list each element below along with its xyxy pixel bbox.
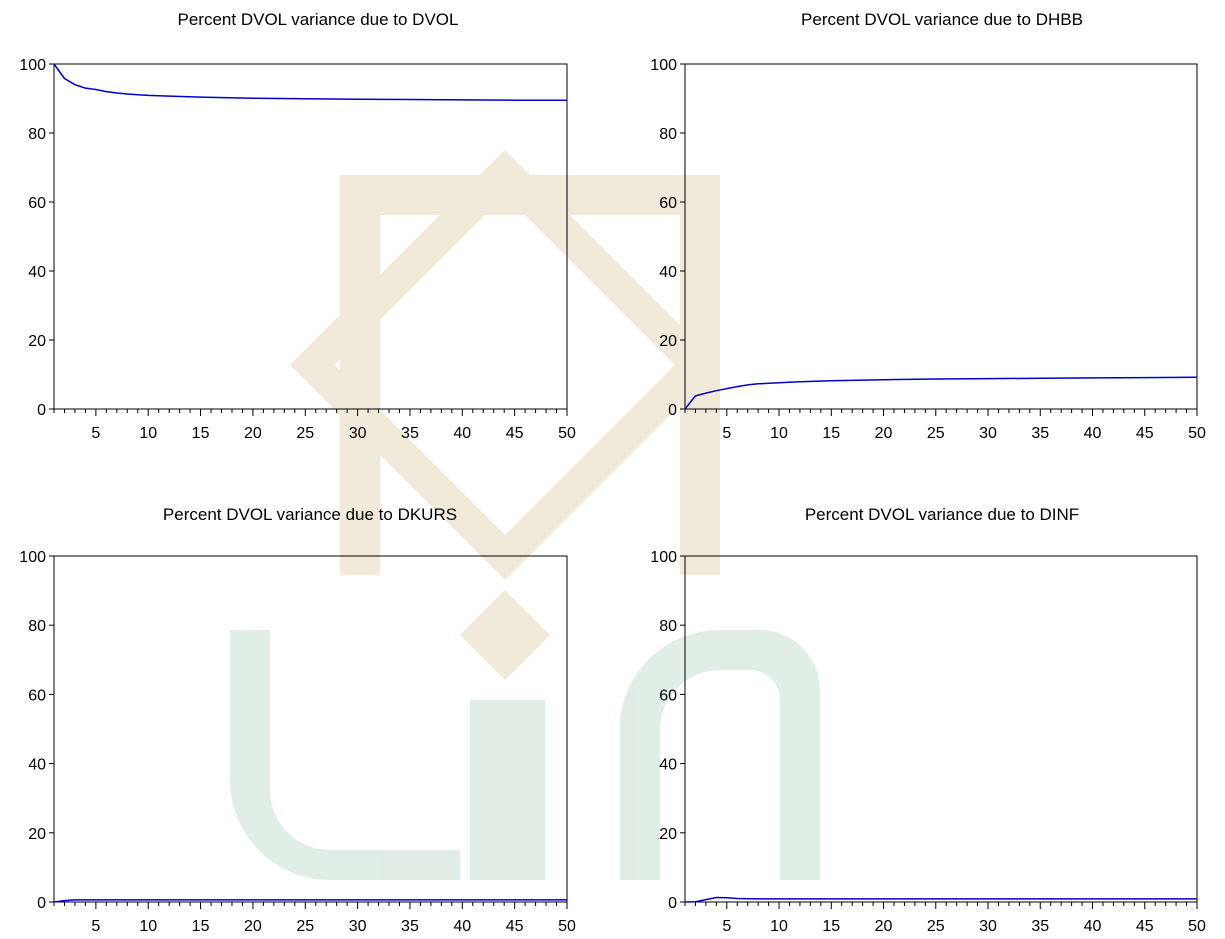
x-tick-label-dvol-45: 45 (506, 425, 524, 442)
x-tick-label-dinf-5: 5 (722, 918, 731, 935)
y-tick-label-dhbb-100: 100 (650, 57, 677, 74)
y-tick-label-dhbb-20: 20 (659, 333, 677, 350)
chart-panel-dhbb: Percent DVOL variance due to DHBB 0 20 40 60… (650, 10, 1206, 442)
y-tick-label-dvol-40: 40 (28, 264, 46, 281)
x-tick-label-dhbb-30: 30 (979, 425, 997, 442)
chart-title-dhbb: Percent DVOL variance due to DHBB (801, 10, 1083, 29)
x-tick-label-dinf-40: 40 (1084, 918, 1102, 935)
x-tick-label-dvol-15: 15 (192, 425, 210, 442)
x-tick-label-dinf-30: 30 (979, 918, 997, 935)
x-tick-label-dhbb-35: 35 (1031, 425, 1049, 442)
x-tick-label-dvol-5: 5 (91, 425, 100, 442)
x-tick-label-dkurs-35: 35 (401, 918, 419, 935)
x-tick-label-dinf-10: 10 (770, 918, 788, 935)
x-tick-label-dhbb-5: 5 (722, 425, 731, 442)
chart-title-dkurs: Percent DVOL variance due to DKURS (163, 505, 457, 524)
x-tick-label-dinf-20: 20 (875, 918, 893, 935)
x-tick-label-dinf-35: 35 (1031, 918, 1049, 935)
x-tick-label-dvol-30: 30 (349, 425, 367, 442)
y-tick-label-dinf-40: 40 (659, 757, 677, 774)
x-tick-label-dinf-15: 15 (822, 918, 840, 935)
y-tick-label-dinf-100: 100 (650, 549, 677, 566)
x-tick-label-dhbb-45: 45 (1136, 425, 1154, 442)
y-tick-label-dkurs-20: 20 (28, 826, 46, 843)
y-tick-label-dkurs-100: 100 (19, 549, 46, 566)
series-line-dvol (54, 64, 567, 100)
y-tick-label-dinf-20: 20 (659, 826, 677, 843)
chart-panel-dvol: Percent DVOL variance due to DVOL 0 20 40 60… (19, 10, 576, 442)
x-tick-label-dkurs-25: 25 (296, 918, 314, 935)
y-tick-label-dhbb-40: 40 (659, 264, 677, 281)
x-tick-label-dvol-25: 25 (296, 425, 314, 442)
x-tick-label-dhbb-50: 50 (1188, 425, 1206, 442)
y-tick-label-dvol-20: 20 (28, 333, 46, 350)
y-tick-label-dvol-0: 0 (37, 402, 46, 419)
plot-frame-dinf (685, 556, 1197, 902)
x-tick-label-dkurs-30: 30 (349, 918, 367, 935)
chart-title-dvol: Percent DVOL variance due to DVOL (178, 10, 459, 29)
y-tick-label-dhbb-0: 0 (668, 402, 677, 419)
x-tick-label-dhbb-25: 25 (927, 425, 945, 442)
y-tick-label-dvol-80: 80 (28, 126, 46, 143)
x-tick-label-dhbb-10: 10 (770, 425, 788, 442)
y-tick-label-dkurs-60: 60 (28, 687, 46, 704)
x-tick-label-dvol-35: 35 (401, 425, 419, 442)
x-tick-label-dkurs-10: 10 (139, 918, 157, 935)
x-tick-label-dinf-45: 45 (1136, 918, 1154, 935)
x-tick-label-dvol-10: 10 (139, 425, 157, 442)
y-tick-label-dinf-60: 60 (659, 687, 677, 704)
y-tick-label-dinf-80: 80 (659, 618, 677, 635)
x-tick-label-dhbb-40: 40 (1084, 425, 1102, 442)
chart-title-dinf: Percent DVOL variance due to DINF (805, 505, 1079, 524)
x-tick-label-dkurs-50: 50 (558, 918, 576, 935)
y-tick-label-dkurs-80: 80 (28, 618, 46, 635)
x-tick-label-dvol-40: 40 (453, 425, 471, 442)
x-tick-label-dkurs-20: 20 (244, 918, 262, 935)
y-tick-label-dhbb-80: 80 (659, 126, 677, 143)
y-tick-label-dhbb-60: 60 (659, 195, 677, 212)
y-tick-label-dkurs-0: 0 (37, 895, 46, 912)
x-tick-label-dkurs-5: 5 (91, 918, 100, 935)
y-tick-label-dinf-0: 0 (668, 895, 677, 912)
series-line-dhbb (685, 377, 1197, 409)
plot-frame-dhbb (685, 64, 1197, 409)
x-tick-label-dvol-20: 20 (244, 425, 262, 442)
series-line-dinf (685, 898, 1197, 903)
x-tick-label-dkurs-40: 40 (453, 918, 471, 935)
x-tick-label-dhbb-15: 15 (822, 425, 840, 442)
x-tick-label-dkurs-15: 15 (192, 918, 210, 935)
y-tick-label-dkurs-40: 40 (28, 757, 46, 774)
x-tick-label-dvol-50: 50 (558, 425, 576, 442)
x-tick-label-dinf-25: 25 (927, 918, 945, 935)
x-tick-label-dkurs-45: 45 (506, 918, 524, 935)
x-tick-label-dinf-50: 50 (1188, 918, 1206, 935)
x-tick-label-dhbb-20: 20 (875, 425, 893, 442)
y-tick-label-dvol-100: 100 (19, 57, 46, 74)
chart-panel-dinf: Percent DVOL variance due to DINF 0 20 40 60… (650, 505, 1206, 935)
y-tick-label-dvol-60: 60 (28, 195, 46, 212)
